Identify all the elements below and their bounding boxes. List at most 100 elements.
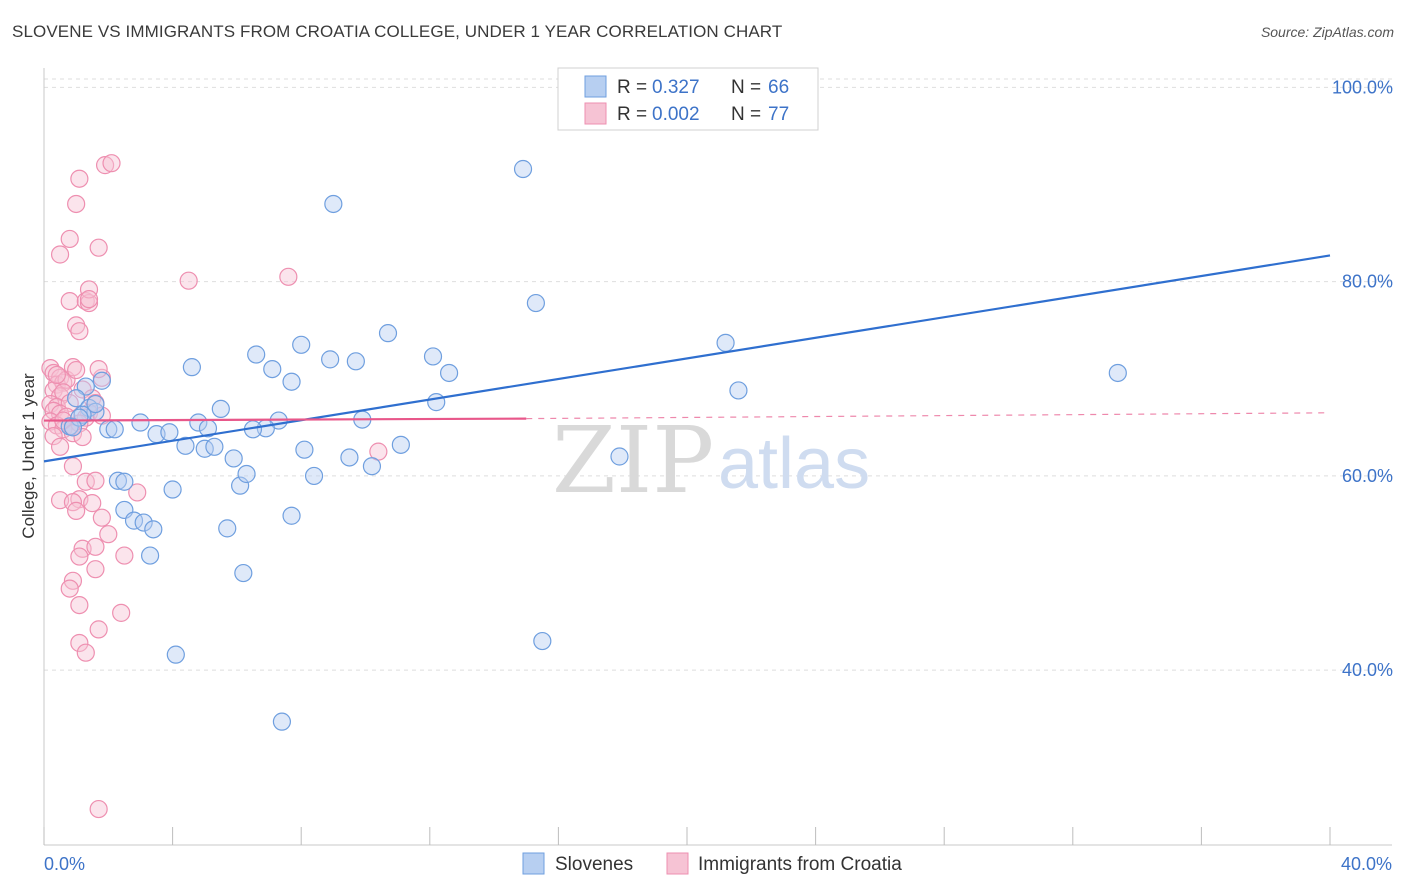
trend-lines xyxy=(43,254,1331,463)
slovenes-point-62 xyxy=(63,418,83,437)
bottom-legend: Slovenes Immigrants from Croatia xyxy=(522,852,902,875)
x-axis-ticks xyxy=(43,827,1331,845)
slovenes-point-1 xyxy=(76,377,95,396)
y-tick-label-60: 60.0% xyxy=(1342,466,1393,486)
croatia-point-62 xyxy=(115,546,134,565)
source-label: Source: ZipAtlas.com xyxy=(1260,24,1394,40)
croatia-point-68 xyxy=(89,620,108,639)
croatia-point-56 xyxy=(67,501,86,520)
y-axis-tick-labels: 40.0% 60.0% 80.0% 100.0% xyxy=(1332,77,1393,680)
slovenes-point-56 xyxy=(166,645,185,664)
slovenes-point-16 xyxy=(231,476,250,495)
croatia-point-66 xyxy=(70,596,89,615)
slovenes-point-24 xyxy=(144,520,163,539)
x-tick-label-max: 40.0% xyxy=(1341,854,1392,874)
croatia-point-65 xyxy=(60,579,79,598)
legend-box: R = 0.327 N = 66 R = 0.002 N = 77 xyxy=(557,67,819,131)
chart-title: SLOVENE VS IMMIGRANTS FROM CROATIA COLLE… xyxy=(12,22,783,41)
croatia-point-31 xyxy=(60,292,79,311)
slovenes-point-32 xyxy=(282,372,301,391)
slovenes-point-36 xyxy=(340,448,359,467)
slovenes-point-27 xyxy=(234,563,253,583)
series-immigrants-from-croatia xyxy=(41,154,388,819)
slovenes-point-49 xyxy=(526,293,545,313)
croatia-point-46 xyxy=(279,267,298,286)
series-slovenes xyxy=(60,78,1127,731)
croatia-point-76 xyxy=(67,360,86,380)
croatia-point-0 xyxy=(41,359,60,378)
y-tick-label-80: 80.0% xyxy=(1342,272,1393,292)
slovenes-point-48 xyxy=(533,631,552,651)
croatia-point-61 xyxy=(70,547,89,566)
croatia-point-45 xyxy=(179,271,198,290)
legend-n-label-2: N = xyxy=(731,104,761,125)
slovenes-point-47 xyxy=(513,159,533,179)
svg-text:R =: R = xyxy=(617,77,647,98)
croatia-point-50 xyxy=(76,472,95,491)
slovenes-point-41 xyxy=(423,347,443,366)
croatia-point-74 xyxy=(73,427,92,447)
slovenes-point-59 xyxy=(86,394,105,414)
slovenes-point-0 xyxy=(92,371,111,390)
y-tick-label-40: 40.0% xyxy=(1342,660,1393,680)
trend-line-slovenes xyxy=(43,254,1331,463)
slovenes-point-34 xyxy=(295,440,314,459)
legend-r-value-2: 0.002 xyxy=(652,104,700,125)
croatia-point-55 xyxy=(83,494,102,513)
croatia-point-57 xyxy=(92,508,111,527)
watermark-atlas: atlas xyxy=(718,424,870,504)
croatia-point-18 xyxy=(44,427,63,446)
croatia-point-39 xyxy=(60,229,79,249)
legend-n-label-1: N = xyxy=(731,77,761,98)
croatia-point-75 xyxy=(47,365,66,385)
legend-r-label-1: R = xyxy=(617,77,647,98)
croatia-point-21 xyxy=(63,358,83,377)
slovenes-point-20 xyxy=(115,472,134,491)
slovenes-point-15 xyxy=(224,449,243,468)
slovenes-point-33 xyxy=(292,335,311,354)
slovenes-point-23 xyxy=(134,513,153,532)
croatia-point-69 xyxy=(70,633,89,653)
croatia-point-34 xyxy=(79,293,99,313)
croatia-point-60 xyxy=(86,537,105,556)
bottom-legend-croatia: Immigrants from Croatia xyxy=(698,854,902,875)
croatia-point-41 xyxy=(67,194,86,214)
slovenes-point-60 xyxy=(105,420,124,439)
slovenes-point-10 xyxy=(160,423,179,442)
croatia-point-23 xyxy=(83,389,102,408)
slovenes-point-14 xyxy=(211,399,230,419)
slovenes-point-51 xyxy=(716,333,735,352)
slovenes-point-30 xyxy=(247,345,266,364)
croatia-point-52 xyxy=(128,483,147,502)
bottom-legend-swatch-croatia xyxy=(666,852,689,875)
slovenes-point-55 xyxy=(304,466,324,486)
croatia-point-43 xyxy=(95,156,115,175)
bottom-legend-swatch-slovenes xyxy=(522,852,545,875)
slovenes-point-35 xyxy=(321,350,340,369)
slovenes-point-52 xyxy=(729,381,748,400)
croatia-point-40 xyxy=(89,238,108,257)
croatia-point-32 xyxy=(67,316,86,335)
croatia-point-37 xyxy=(70,322,89,341)
slovenes-point-31 xyxy=(263,359,282,379)
croatia-point-35 xyxy=(79,280,99,299)
legend-n-value-2: 77 xyxy=(768,104,789,125)
slovenes-point-40 xyxy=(391,435,410,454)
croatia-point-70 xyxy=(76,643,95,662)
x-tick-label-min: 0.0% xyxy=(44,854,85,874)
trend-line-croatia-extension xyxy=(526,412,1331,420)
croatia-point-63 xyxy=(86,560,105,579)
slovenes-point-26 xyxy=(218,519,237,538)
y-tick-label-100: 100.0% xyxy=(1332,77,1393,97)
croatia-point-33 xyxy=(76,292,95,311)
croatia-point-29 xyxy=(89,359,108,379)
slovenes-point-53 xyxy=(1108,363,1127,383)
slovenes-point-42 xyxy=(427,393,446,412)
slovenes-point-12 xyxy=(189,413,208,432)
slovenes-point-57 xyxy=(272,712,292,731)
watermark-zip: ZIP xyxy=(552,407,714,514)
slovenes-point-61 xyxy=(70,408,89,427)
y-axis-title: College, Under 1 year xyxy=(19,373,38,539)
slovenes-point-2 xyxy=(67,389,86,408)
